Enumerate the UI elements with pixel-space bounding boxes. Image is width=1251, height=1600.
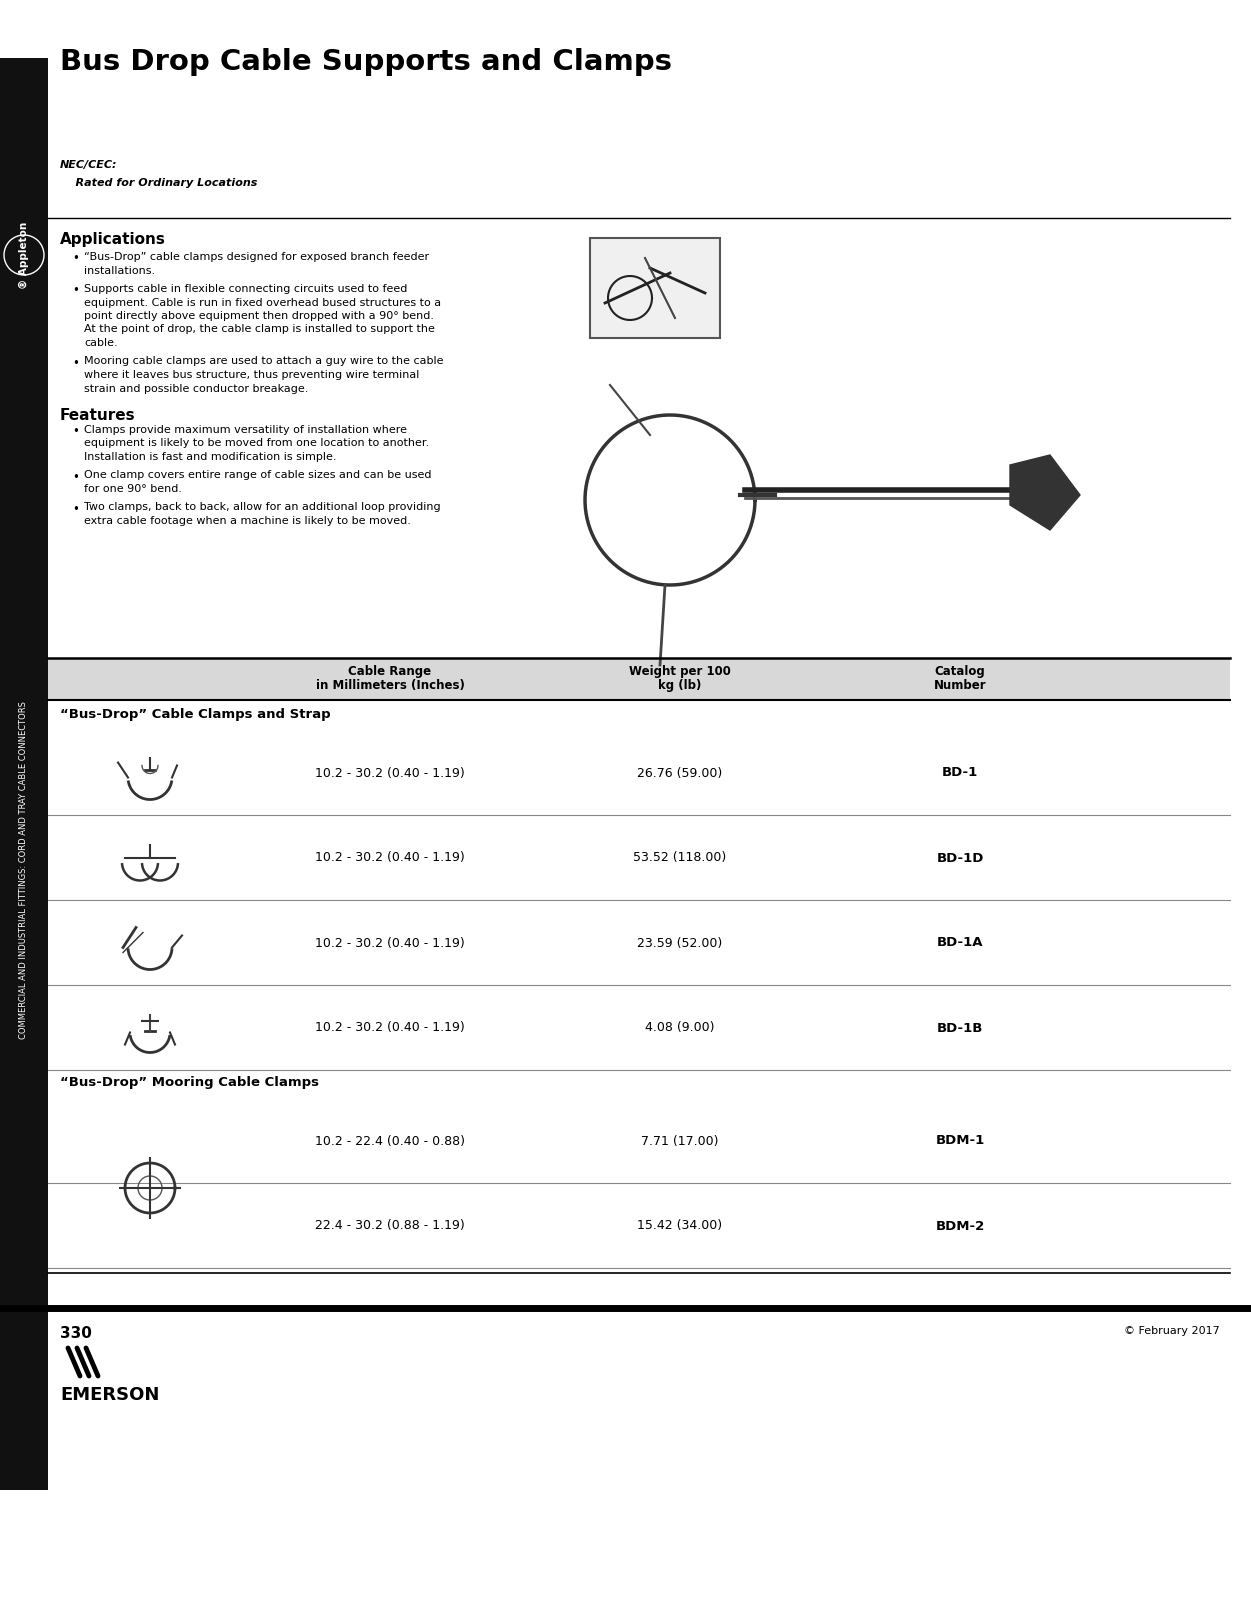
Text: 10.2 - 30.2 (0.40 - 1.19): 10.2 - 30.2 (0.40 - 1.19) — [315, 936, 465, 949]
Text: BD-1A: BD-1A — [937, 936, 983, 949]
Text: 4.08 (9.00): 4.08 (9.00) — [646, 1021, 714, 1035]
Text: Weight per 100: Weight per 100 — [629, 666, 731, 678]
Text: installations.: installations. — [84, 266, 155, 275]
Text: Installation is fast and modification is simple.: Installation is fast and modification is… — [84, 451, 337, 462]
Text: Mooring cable clamps are used to attach a guy wire to the cable: Mooring cable clamps are used to attach … — [84, 357, 444, 366]
Text: 330: 330 — [60, 1326, 91, 1341]
Text: COMMERCIAL AND INDUSTRIAL FITTINGS: CORD AND TRAY CABLE CONNECTORS: COMMERCIAL AND INDUSTRIAL FITTINGS: CORD… — [20, 701, 29, 1038]
Text: point directly above equipment then dropped with a 90° bend.: point directly above equipment then drop… — [84, 310, 434, 322]
Text: EMERSON: EMERSON — [60, 1386, 159, 1405]
Text: •: • — [73, 470, 79, 483]
Text: where it leaves bus structure, thus preventing wire terminal: where it leaves bus structure, thus prev… — [84, 370, 419, 379]
Text: 22.4 - 30.2 (0.88 - 1.19): 22.4 - 30.2 (0.88 - 1.19) — [315, 1219, 465, 1232]
Text: Rated for Ordinary Locations: Rated for Ordinary Locations — [60, 178, 258, 187]
Text: 10.2 - 30.2 (0.40 - 1.19): 10.2 - 30.2 (0.40 - 1.19) — [315, 851, 465, 864]
Text: 7.71 (17.00): 7.71 (17.00) — [642, 1134, 719, 1147]
Text: BD-1D: BD-1D — [936, 851, 983, 864]
Text: 53.52 (118.00): 53.52 (118.00) — [633, 851, 727, 864]
Text: Bus Drop Cable Supports and Clamps: Bus Drop Cable Supports and Clamps — [60, 48, 672, 75]
Text: © February 2017: © February 2017 — [1125, 1326, 1220, 1336]
Text: One clamp covers entire range of cable sizes and can be used: One clamp covers entire range of cable s… — [84, 470, 432, 480]
Text: 10.2 - 30.2 (0.40 - 1.19): 10.2 - 30.2 (0.40 - 1.19) — [315, 766, 465, 779]
Text: 10.2 - 22.4 (0.40 - 0.88): 10.2 - 22.4 (0.40 - 0.88) — [315, 1134, 465, 1147]
Text: for one 90° bend.: for one 90° bend. — [84, 483, 181, 494]
Text: “Bus-Drop” cable clamps designed for exposed branch feeder: “Bus-Drop” cable clamps designed for exp… — [84, 251, 429, 262]
Text: BD-1B: BD-1B — [937, 1021, 983, 1035]
Text: •: • — [73, 357, 79, 370]
Text: “Bus-Drop” Mooring Cable Clamps: “Bus-Drop” Mooring Cable Clamps — [60, 1075, 319, 1090]
Polygon shape — [1010, 454, 1080, 530]
Text: kg (lb): kg (lb) — [658, 678, 702, 691]
Text: in Millimeters (Inches): in Millimeters (Inches) — [315, 678, 464, 691]
Text: ® Appleton: ® Appleton — [19, 221, 29, 288]
Text: Supports cable in flexible connecting circuits used to feed: Supports cable in flexible connecting ci… — [84, 285, 408, 294]
Text: extra cable footage when a machine is likely to be moved.: extra cable footage when a machine is li… — [84, 515, 410, 526]
Text: BD-1: BD-1 — [942, 766, 978, 779]
Text: •: • — [73, 285, 79, 298]
Text: Catalog: Catalog — [934, 666, 986, 678]
Text: •: • — [73, 251, 79, 266]
Text: Features: Features — [60, 408, 135, 422]
Text: 15.42 (34.00): 15.42 (34.00) — [638, 1219, 723, 1232]
Text: “Bus-Drop” Cable Clamps and Strap: “Bus-Drop” Cable Clamps and Strap — [60, 707, 330, 722]
Text: cable.: cable. — [84, 338, 118, 349]
Bar — [48, 658, 1230, 701]
Text: BDM-1: BDM-1 — [936, 1134, 985, 1147]
Text: Applications: Applications — [60, 232, 166, 246]
Text: Cable Range: Cable Range — [349, 666, 432, 678]
Text: equipment. Cable is run in fixed overhead bused structures to a: equipment. Cable is run in fixed overhea… — [84, 298, 442, 307]
Text: Two clamps, back to back, allow for an additional loop providing: Two clamps, back to back, allow for an a… — [84, 502, 440, 512]
Text: equipment is likely to be moved from one location to another.: equipment is likely to be moved from one… — [84, 438, 429, 448]
Text: Clamps provide maximum versatility of installation where: Clamps provide maximum versatility of in… — [84, 426, 407, 435]
Text: 10.2 - 30.2 (0.40 - 1.19): 10.2 - 30.2 (0.40 - 1.19) — [315, 1021, 465, 1035]
Text: 26.76 (59.00): 26.76 (59.00) — [637, 766, 723, 779]
Text: NEC/CEC:: NEC/CEC: — [60, 160, 118, 170]
Text: 23.59 (52.00): 23.59 (52.00) — [637, 936, 723, 949]
Text: Number: Number — [933, 678, 986, 691]
Text: BDM-2: BDM-2 — [936, 1219, 985, 1232]
Text: strain and possible conductor breakage.: strain and possible conductor breakage. — [84, 384, 309, 394]
Text: •: • — [73, 426, 79, 438]
Text: At the point of drop, the cable clamp is installed to support the: At the point of drop, the cable clamp is… — [84, 325, 435, 334]
Text: •: • — [73, 502, 79, 515]
Bar — [0, 58, 48, 1490]
Bar — [590, 238, 721, 338]
